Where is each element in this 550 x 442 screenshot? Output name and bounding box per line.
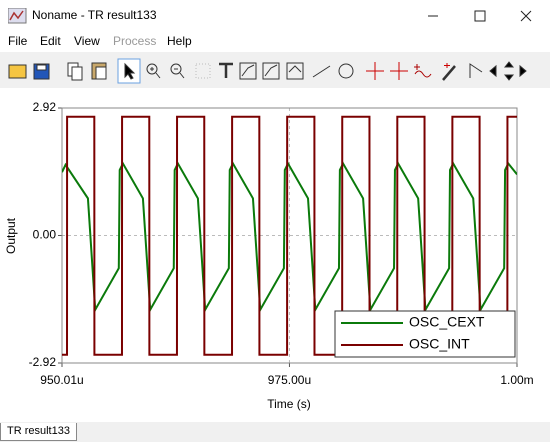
line-button[interactable] [312, 65, 331, 78]
app-icon [8, 8, 27, 24]
y-tick-label: 0.00 [33, 228, 57, 242]
cursor-a-button[interactable] [366, 62, 384, 80]
menu-item[interactable]: Help [167, 34, 192, 48]
toolbar [0, 54, 550, 89]
menu-item: Process [113, 34, 157, 48]
menu-bar: File Edit View Process Help [0, 32, 550, 52]
select-button[interactable] [117, 58, 141, 84]
circle-button[interactable] [338, 63, 354, 79]
x-axis-label: Time (s) [267, 397, 311, 411]
legend-label: OSC_INT [409, 336, 470, 352]
chart-background [0, 88, 550, 422]
menu-item[interactable]: Edit [40, 34, 61, 48]
paste-button[interactable] [91, 62, 107, 80]
tool-button[interactable] [262, 62, 280, 80]
text-button[interactable] [219, 62, 233, 78]
close-button[interactable] [516, 6, 536, 26]
x-tick-label: 1.00m [500, 373, 533, 387]
grid-button[interactable] [195, 63, 211, 79]
y-tick-label: 2.92 [33, 100, 57, 114]
minimize-button[interactable] [423, 6, 443, 26]
title-bar: Noname - TR result133 [0, 0, 550, 32]
copy-button[interactable] [67, 62, 83, 81]
save-button[interactable] [33, 63, 50, 80]
menu-item[interactable]: File [8, 34, 28, 48]
legend-label: OSC_CEXT [409, 314, 485, 330]
plot-frame [61, 107, 518, 364]
tool-button[interactable] [469, 63, 483, 78]
cursor-b-button[interactable] [390, 62, 408, 80]
menu-item[interactable]: View [74, 34, 100, 48]
legend-box [334, 310, 516, 358]
y-tick-label: -2.92 [29, 355, 57, 369]
x-tick-label: 950.01u [40, 373, 83, 387]
y-axis-label: Output [4, 217, 18, 254]
open-button[interactable] [8, 64, 27, 79]
toolbar-icons [8, 58, 527, 84]
scroll-buttons[interactable] [489, 61, 527, 81]
chart: Time (s) Output -2.92 0.00 2.92 950.01u 975.… [0, 88, 550, 422]
tool-button[interactable] [239, 62, 257, 80]
maximize-button[interactable] [470, 6, 490, 26]
result-tab[interactable]: TR result133 [0, 423, 77, 441]
window-title: Noname - TR result133 [32, 8, 157, 22]
tool-button[interactable] [414, 64, 432, 78]
probe-button[interactable] [442, 63, 456, 81]
tool-button[interactable] [286, 62, 304, 80]
zoom-out-button[interactable] [170, 63, 185, 79]
zoom-in-button[interactable] [146, 63, 161, 79]
x-tick-label: 975.00u [268, 373, 311, 387]
